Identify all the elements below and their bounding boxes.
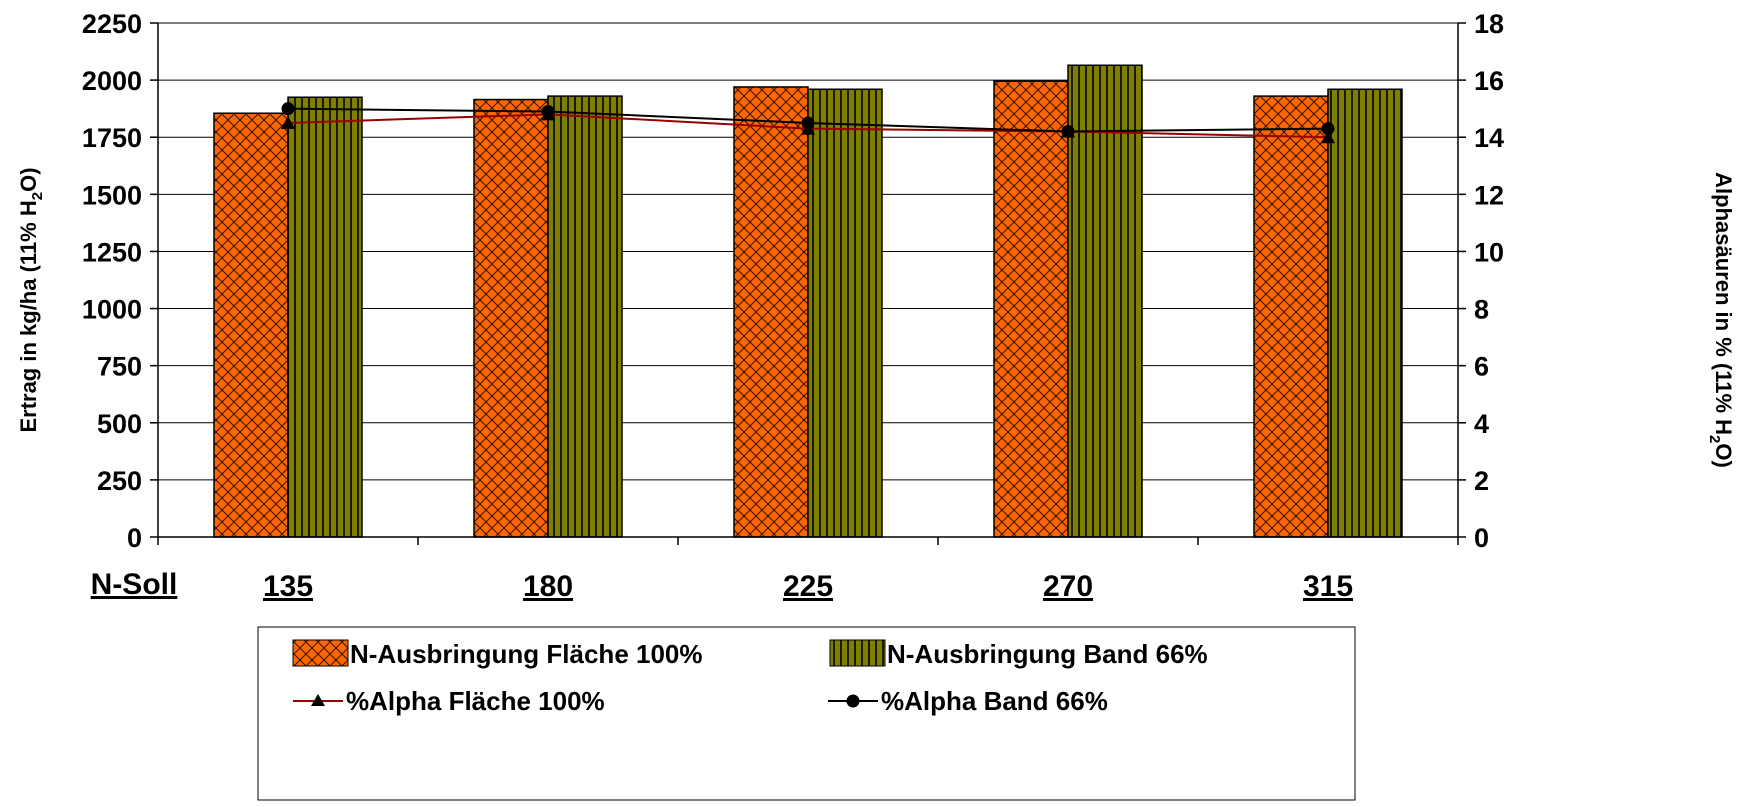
right-tick-label-6: 12 (1474, 180, 1504, 210)
left-tick-label-0: 0 (127, 523, 142, 553)
lines (281, 102, 1335, 144)
left-tick-label-8: 2000 (82, 66, 142, 96)
bar-0-0 (213, 112, 289, 538)
bar-0-2 (733, 86, 809, 538)
legend: N-Ausbringung Fläche 100% N-Ausbringung … (257, 626, 1356, 801)
point-1-2 (801, 116, 815, 130)
legend-swatch-bar-0 (292, 639, 349, 667)
bar-1-0 (287, 96, 363, 538)
left-tick-label-2: 500 (97, 409, 142, 439)
legend-swatch-line-1 (828, 694, 878, 708)
bar-1-2 (807, 88, 883, 538)
point-1-3 (1061, 125, 1075, 139)
right-tick-label-5: 10 (1474, 237, 1504, 267)
left-tick-label-3: 750 (97, 352, 142, 382)
legend-label-line-1: %Alpha Band 66% (881, 686, 1108, 716)
legend-box (257, 626, 1356, 801)
bar-1-3 (1067, 64, 1143, 538)
point-1-0 (281, 102, 295, 116)
bar-0-1 (473, 98, 549, 538)
bar-1-4 (1327, 88, 1403, 538)
x-category-label: N-Soll (91, 568, 178, 601)
right-tick-label-2: 4 (1474, 409, 1489, 439)
right-tick-label-8: 16 (1474, 66, 1504, 96)
legend-swatch-line-0 (293, 694, 343, 706)
left-tick-label-9: 2250 (82, 9, 142, 39)
right-tick-label-3: 6 (1474, 352, 1489, 382)
x-tick-label-1: 180 (523, 570, 573, 603)
right-tick-label-4: 8 (1474, 295, 1489, 325)
axes: 0 250 500 750 1000 1250 1500 1750 2000 2250 0 2 4 6 8 1… (82, 9, 1504, 603)
right-tick-label-9: 18 (1474, 9, 1504, 39)
point-0-0 (281, 115, 295, 129)
bar-0-4 (1253, 95, 1329, 538)
point-1-1 (541, 105, 555, 119)
x-tick-label-2: 225 (783, 570, 833, 603)
legend-label-bar-1: N-Ausbringung Band 66% (887, 639, 1208, 669)
bars (213, 64, 1403, 538)
legend-swatch-bar-1 (829, 639, 886, 667)
left-tick-label-6: 1500 (82, 180, 142, 210)
point-1-4 (1321, 122, 1335, 136)
x-tick-label-0: 135 (263, 570, 313, 603)
point-0-4 (1321, 130, 1335, 144)
legend-label-line-0: %Alpha Fläche 100% (346, 686, 605, 716)
left-axis-title: Ertrag in kg/ha (11% H2O) (16, 167, 46, 432)
right-tick-label-7: 14 (1474, 123, 1504, 153)
bar-0-3 (993, 80, 1069, 538)
right-tick-label-0: 0 (1474, 523, 1489, 553)
bar-1-1 (547, 95, 623, 538)
left-tick-label-1: 250 (97, 466, 142, 496)
left-tick-label-5: 1250 (82, 237, 142, 267)
x-tick-label-3: 270 (1043, 570, 1093, 603)
legend-label-bar-0: N-Ausbringung Fläche 100% (350, 639, 703, 669)
x-tick-label-4: 315 (1303, 570, 1353, 603)
left-tick-label-7: 1750 (82, 123, 142, 153)
left-tick-label-4: 1000 (82, 295, 142, 325)
right-tick-label-1: 2 (1474, 466, 1489, 496)
right-axis-title: Alphasäuren in % (11% H2O) (1706, 172, 1736, 468)
